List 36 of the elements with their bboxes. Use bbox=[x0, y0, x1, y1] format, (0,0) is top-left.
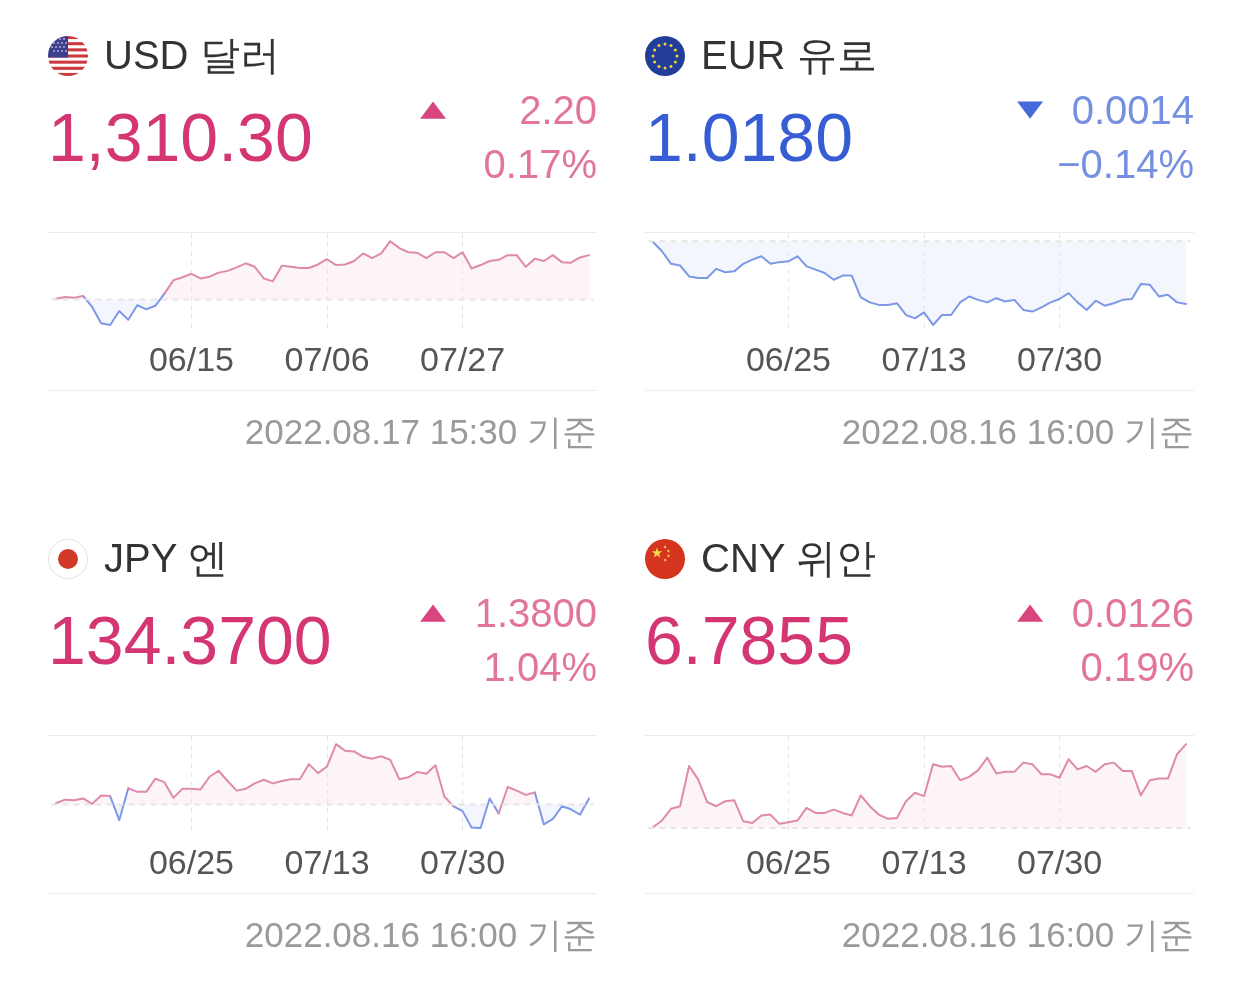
text: 0.17% bbox=[483, 142, 597, 186]
text: ▲ bbox=[1017, 597, 1044, 625]
chart-title: EUR 유로 bbox=[701, 33, 877, 77]
x-tick-label: 07/30 bbox=[1016, 842, 1103, 881]
x-tick-label: 07/13 bbox=[881, 842, 967, 881]
chart-title: JPY 엔 bbox=[104, 536, 228, 580]
text: 2.20 bbox=[519, 88, 597, 132]
x-tick-label: 07/30 bbox=[1016, 339, 1103, 378]
chart-title: CNY 위안 bbox=[701, 536, 876, 580]
chart-subtitle: 134.3700 bbox=[48, 602, 332, 678]
x-tick-label: 07/30 bbox=[419, 842, 506, 881]
x-tick-label: 06/25 bbox=[148, 842, 235, 881]
text: 0.0126 bbox=[1071, 591, 1194, 635]
x-tick-label: 06/25 bbox=[745, 339, 832, 378]
text: 2022.08.16 16:00 기준 bbox=[244, 915, 597, 954]
chart-title: USD 달러 bbox=[104, 33, 280, 77]
x-tick-label: 06/15 bbox=[148, 339, 235, 378]
text: 0.19% bbox=[1080, 645, 1194, 689]
text: 1.3800 bbox=[474, 591, 597, 635]
x-tick-label: 07/13 bbox=[881, 339, 967, 378]
x-tick-label: 07/27 bbox=[419, 339, 506, 378]
text: 0.0014 bbox=[1071, 88, 1194, 132]
x-tick-label: 07/13 bbox=[284, 842, 370, 881]
text: 2022.08.17 15:30 기준 bbox=[244, 412, 597, 451]
text: 2022.08.16 16:00 기준 bbox=[841, 412, 1194, 451]
text: 2022.08.16 16:00 기준 bbox=[841, 915, 1194, 954]
x-tick-label: 07/06 bbox=[284, 339, 370, 378]
x-tick-label: 06/25 bbox=[745, 842, 832, 881]
text: 1.04% bbox=[483, 645, 597, 689]
chart-subtitle: 1,310.30 bbox=[48, 99, 313, 175]
text: ▲ bbox=[420, 94, 447, 122]
chart-subtitle: 1.0180 bbox=[645, 99, 853, 175]
text: −0.14% bbox=[1057, 142, 1194, 186]
chart-subtitle: 6.7855 bbox=[645, 602, 853, 678]
text: ▼ bbox=[1017, 94, 1044, 122]
text: ▲ bbox=[420, 597, 447, 625]
